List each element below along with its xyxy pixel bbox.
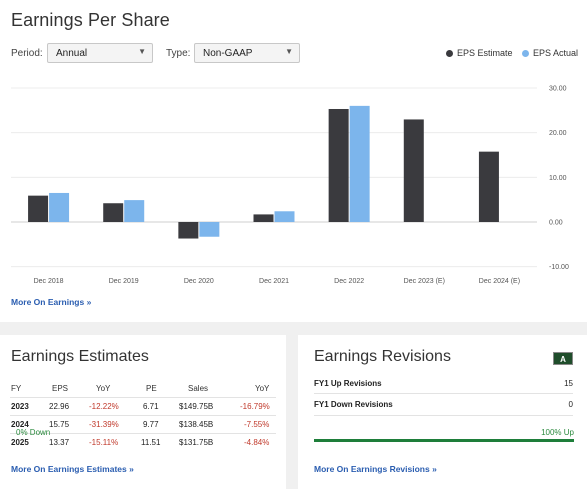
bar-eps-estimate[interactable] [103,203,124,222]
y-tick-label: 20.00 [549,130,567,137]
period-label: Period: [11,48,43,59]
revisions-grade-badge: A [553,352,573,365]
x-tick-label: Dec 2022 [334,278,364,285]
row-sales: $131.75B [179,438,214,447]
bar-eps-estimate[interactable] [253,214,274,222]
row-fy: 2023 [11,402,29,411]
x-tick-label: Dec 2021 [259,278,289,285]
bar-eps-estimate[interactable] [478,151,499,222]
row-eps: 13.37 [49,438,70,447]
eps-title: Earnings Per Share [11,10,170,30]
header-eps-yoy: YoY [96,384,111,393]
chart-grid [11,87,537,268]
period-select-value: Annual [56,48,88,59]
period-select[interactable]: Annual ▼ [47,43,153,63]
x-tick-label: Dec 2019 [109,278,139,285]
row-eps-yoy: -15.11% [89,438,119,447]
row-sales: $149.75B [179,402,214,411]
bar-eps-estimate[interactable] [403,119,424,222]
row-eps: 15.75 [49,420,70,429]
bar-eps-actual[interactable] [349,105,370,222]
bar-eps-actual[interactable] [274,211,295,222]
y-tick-label: 10.00 [549,175,567,182]
revisions-up-share-label: 100% Up [541,428,574,437]
up-revisions-label: FY1 Up Revisions [314,379,382,388]
header-fy: FY [11,384,22,393]
bar-eps-actual[interactable] [49,192,70,222]
down-revisions-label: FY1 Down Revisions [314,400,393,409]
estimates-title: Earnings Estimates [11,348,149,365]
x-tick-label: Dec 2023 (E) [404,278,445,285]
row-sales-yoy: -4.84% [244,438,270,447]
row-fy: 2025 [11,438,29,447]
eps-card: Earnings Per Share Period: Annual ▼ Type… [0,0,587,322]
row-sales: $138.45B [179,420,214,429]
y-tick-label: -10.00 [549,264,569,271]
header-sales-yoy: YoY [255,384,270,393]
row-eps-yoy: -31.39% [89,420,119,429]
bar-eps-actual[interactable] [124,200,145,222]
more-on-earnings-revisions-link[interactable]: More On Earnings Revisions » [314,464,437,474]
row-pe: 9.77 [143,420,159,429]
bar-eps-estimate[interactable] [178,222,199,239]
chevron-down-icon: ▼ [138,47,146,56]
revisions-progress-bar [314,439,574,442]
chart-y-labels: 30.00 20.00 10.00 0.00 -10.00 [549,86,569,272]
x-tick-label: Dec 2024 (E) [479,278,520,285]
chart-bars [28,105,499,239]
legend-estimate-dot-icon [446,49,453,57]
revisions-title: Earnings Revisions [314,348,451,365]
table-row: 2023 22.96 -12.22% 6.71 $149.75B -16.79% [0,398,286,416]
bar-eps-estimate[interactable] [28,195,49,222]
type-label: Type: [166,48,191,59]
x-tick-label: Dec 2020 [184,278,214,285]
legend-actual-dot-icon [522,49,529,57]
type-select-value: Non-GAAP [203,48,253,59]
earnings-estimates-card: Earnings Estimates FY EPS YoY PE Sales Y… [0,335,286,489]
x-tick-label: Dec 2018 [34,278,64,285]
table-row: 2025 13.37 -15.11% 11.51 $131.75B -4.84% [0,434,286,452]
earnings-revisions-card: Earnings Revisions FY1 Up Revisions 15 F… [298,335,587,489]
bar-eps-actual[interactable] [199,222,220,237]
legend-estimate-label: EPS Estimate [457,48,513,58]
table-header-row: FY EPS YoY PE Sales YoY [0,380,286,398]
chevron-down-icon: ▼ [285,47,293,56]
row-eps-yoy: -12.22% [89,402,119,411]
revisions-down-share-label: 0% Down [16,428,51,437]
bar-eps-estimate[interactable] [328,108,349,222]
header-sales: Sales [188,384,209,393]
row-sales-yoy: -16.79% [240,402,270,411]
row-pe: 11.51 [141,438,161,447]
more-on-earnings-link[interactable]: More On Earnings » [11,297,92,307]
type-select[interactable]: Non-GAAP ▼ [194,43,300,63]
legend-estimate[interactable]: EPS Estimate [446,48,513,58]
header-pe: PE [146,384,157,393]
y-tick-label: 30.00 [549,86,567,93]
down-revisions-value: 0 [568,400,573,409]
row-fy: 2024 [11,420,29,429]
table-row: 2024 15.75 -31.39% 9.77 $138.45B -7.55% [0,416,286,434]
legend-actual-label: EPS Actual [533,48,579,58]
up-revisions-value: 15 [564,379,573,388]
legend-actual[interactable]: EPS Actual [522,48,578,58]
header-eps: EPS [52,384,69,393]
eps-bar-chart: Dec 2018 Dec 2019 Dec 2020 Dec 2021 Dec 2022… [11,86,569,285]
y-tick-label: 0.00 [549,220,563,227]
chart-x-labels: Dec 2018 Dec 2019 Dec 2020 Dec 2021 Dec 2022… [34,278,520,285]
up-revisions-row: FY1 Up Revisions 15 [314,379,573,388]
more-on-earnings-estimates-link[interactable]: More On Earnings Estimates » [11,464,134,474]
row-sales-yoy: -7.55% [244,420,270,429]
row-eps: 22.96 [49,402,70,411]
down-revisions-row: FY1 Down Revisions 0 [314,400,573,409]
row-pe: 6.71 [143,402,159,411]
